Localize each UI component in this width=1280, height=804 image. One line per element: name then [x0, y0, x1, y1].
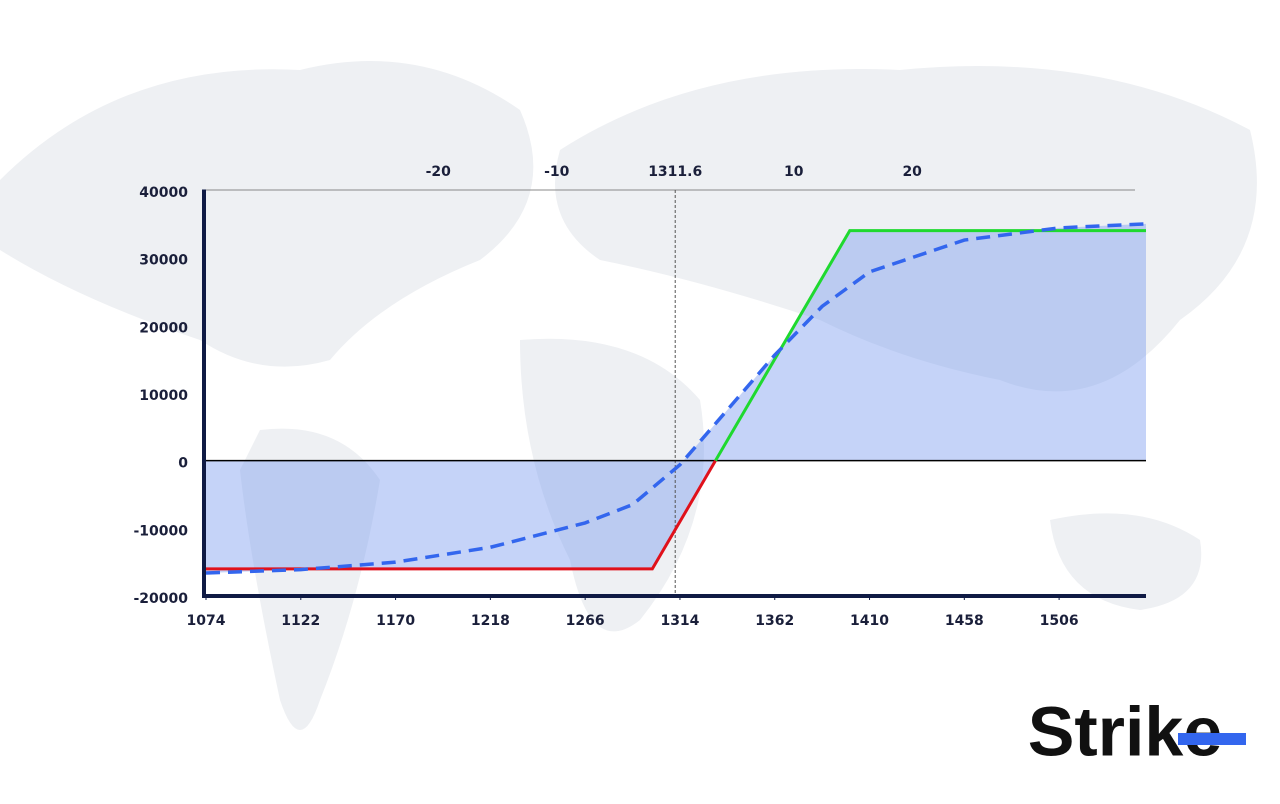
- x2-tick-label: 1311.6: [648, 164, 702, 180]
- y-tick-label: -20000: [133, 591, 188, 607]
- x-tick-label: 1074: [187, 613, 226, 629]
- x-tick-label: 1362: [755, 613, 794, 629]
- x-tick-label: 1410: [850, 613, 889, 629]
- area-group: [206, 223, 1146, 573]
- y-tick-label: 0: [178, 456, 188, 472]
- x2-tick-label: 10: [784, 164, 804, 180]
- x-tick-label: 1170: [376, 613, 415, 629]
- y-tick-label: -10000: [133, 523, 188, 539]
- x2-tick-label: 20: [902, 164, 922, 180]
- area: [206, 460, 716, 569]
- y-tick-label: 40000: [139, 185, 188, 201]
- series-line: [205, 222, 1147, 575]
- x2-tick-label: -20: [426, 164, 452, 180]
- area: [715, 230, 1146, 461]
- y-tick-label: 20000: [139, 320, 188, 336]
- x-tick-label: 1122: [281, 613, 320, 629]
- y-tick-label: 10000: [139, 388, 188, 404]
- x2-tick-label: -10: [544, 164, 570, 180]
- logo: Strike: [1028, 692, 1223, 770]
- x-tick-label: 1218: [471, 613, 510, 629]
- x-tick-label: 1506: [1040, 613, 1079, 629]
- x-tick-label: 1314: [660, 613, 699, 629]
- x-tick-label: 1458: [945, 613, 984, 629]
- series-line: [206, 459, 717, 571]
- y-tick-label: 30000: [139, 253, 188, 269]
- area: [206, 223, 1146, 573]
- logo-accent: [1178, 733, 1246, 745]
- x-tick-label: 1266: [566, 613, 605, 629]
